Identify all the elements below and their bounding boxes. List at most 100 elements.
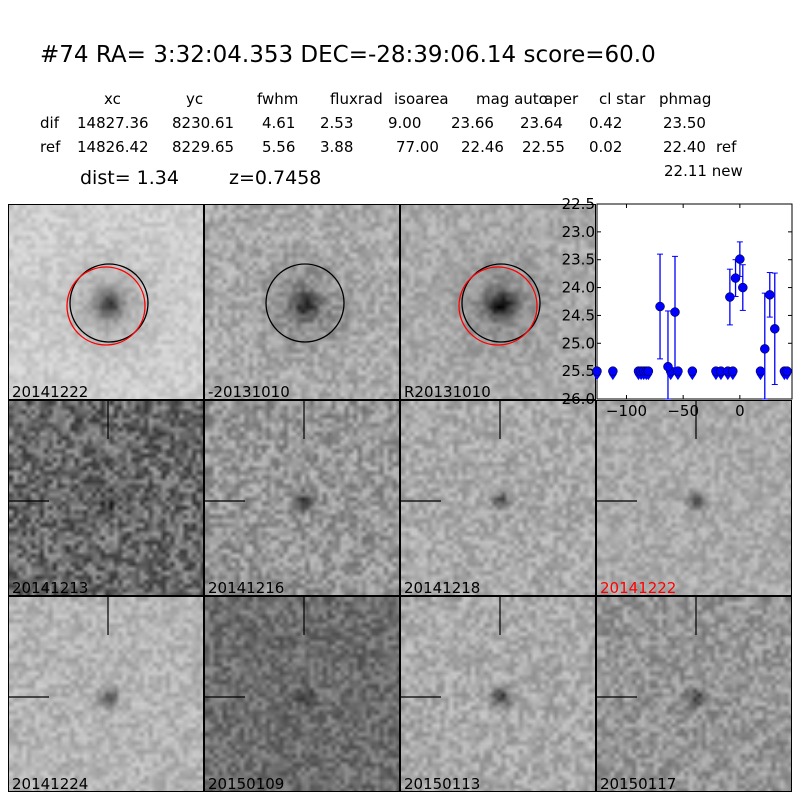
y-tick-label: 23.0 — [562, 223, 595, 241]
light-curve-svg: 22.5 23.0 23.5 24.0 24.5 25.0 25.5 26.0 −100 −50 0 — [562, 195, 793, 420]
table-cell: 23.50 — [663, 114, 706, 132]
table-cell: 14826.42 — [77, 138, 149, 156]
plot-area — [596, 203, 793, 400]
row-label: ref — [40, 138, 61, 156]
stamp-date-label: 20141218 — [404, 579, 481, 596]
image-stamp: 20150113 — [400, 596, 596, 792]
upper-limit-arrow — [783, 374, 792, 381]
column-header: yc — [186, 90, 204, 108]
stamp-date-label: R20131010 — [404, 383, 491, 400]
table-cell: 23.64 — [520, 114, 563, 132]
detection-point — [770, 324, 780, 334]
red-circle-marker — [66, 266, 146, 346]
stamp-image — [9, 205, 203, 399]
table-cell: 0.02 — [589, 138, 623, 156]
table-cell: 5.56 — [262, 138, 296, 156]
upper-limit-point — [592, 366, 602, 376]
stamp-image — [205, 597, 399, 791]
stamp-date-label: 20141222 — [12, 383, 89, 400]
table-cell: 77.00 — [396, 138, 439, 156]
upper-limit-arrow — [756, 374, 765, 381]
candidate-title: #74 RA= 3:32:04.353 DEC=-28:39:06.14 sco… — [40, 42, 656, 68]
table-cell: 8230.61 — [172, 114, 235, 132]
image-stamp: 20150109 — [204, 596, 400, 792]
stamp-date-label: 20141222 — [600, 579, 677, 596]
black-circle-marker — [461, 263, 541, 343]
y-tick-label: 26.0 — [562, 390, 595, 408]
table-cell: 3.88 — [320, 138, 354, 156]
x-tick-label: −50 — [667, 402, 699, 420]
upper-limit-point — [755, 366, 766, 376]
column-header: fluxrad — [330, 90, 383, 108]
upper-limit-arrow — [666, 374, 675, 381]
black-circle-marker — [265, 263, 345, 343]
stamp-date-label: 20141224 — [12, 775, 89, 792]
upper-limit-arrow — [673, 374, 682, 381]
image-stamp: 20141222 — [596, 400, 792, 596]
table-cell: 22.46 — [461, 138, 504, 156]
image-stamp: 20141224 — [8, 596, 204, 792]
upper-limit-point — [782, 366, 792, 376]
stamp-date-label: 20150117 — [600, 775, 677, 792]
y-tick-label: 25.5 — [562, 362, 595, 380]
image-stamp: 20141218 — [400, 400, 596, 596]
table-cell: 0.42 — [589, 114, 623, 132]
upper-limit-arrow — [593, 374, 601, 381]
stamp-image — [401, 205, 595, 399]
detection-point — [738, 282, 748, 293]
detection-point — [725, 292, 735, 302]
upper-limit-point — [728, 366, 738, 376]
column-header: phmag — [659, 90, 712, 108]
x-tick-label: −100 — [606, 402, 647, 420]
image-stamp: 20150117 — [596, 596, 792, 792]
image-stamp: -20131010 — [204, 204, 400, 400]
upper-limit-arrow — [608, 374, 617, 381]
stamp-date-label: 20141213 — [12, 579, 89, 596]
upper-limit-point — [687, 366, 698, 376]
image-stamp: R20131010 — [400, 204, 596, 400]
red-circle-marker — [458, 266, 538, 346]
detection-point — [730, 273, 741, 283]
column-header: xc — [104, 90, 121, 108]
detection-point — [655, 301, 665, 312]
column-header: mag auto — [476, 90, 548, 108]
stamp-date-label: 20141216 — [208, 579, 285, 596]
upper-limit-point — [673, 366, 683, 376]
y-tick-label: 25.0 — [562, 334, 595, 352]
table-cell: 8229.65 — [172, 138, 235, 156]
column-header: cl star — [599, 90, 646, 108]
image-stamp: 20141213 — [8, 400, 204, 596]
stamp-image — [9, 597, 203, 791]
y-tick-label: 22.5 — [562, 195, 595, 213]
stamp-date-label: 20150113 — [404, 775, 481, 792]
table-cell: 14827.36 — [77, 114, 149, 132]
column-header: fwhm — [257, 90, 299, 108]
table-cell: 23.66 — [451, 114, 494, 132]
upper-limit-point — [608, 366, 618, 376]
table-cell: 2.53 — [320, 114, 354, 132]
detection-point — [760, 344, 770, 354]
table-cell: 22.55 — [522, 138, 565, 156]
table-cell: 4.61 — [262, 114, 296, 132]
upper-limit-point — [643, 366, 654, 376]
stamp-image — [401, 401, 595, 595]
stamp-image — [205, 401, 399, 595]
table-cell: 9.00 — [388, 114, 422, 132]
light-curve-plot: 22.5 23.0 23.5 24.0 24.5 25.0 25.5 26.0 −100 −50 0 — [540, 195, 800, 430]
detection-point — [670, 307, 680, 317]
stamp-image — [597, 401, 791, 595]
redshift-value: z=0.7458 — [229, 167, 322, 189]
new-phmag: 22.11 new — [664, 162, 743, 180]
stamp-image — [9, 401, 203, 595]
row-label: dif — [40, 114, 59, 132]
detection-point — [663, 361, 673, 372]
column-header: aper — [544, 90, 579, 108]
column-header: isoarea — [394, 90, 449, 108]
upper-limit-arrow — [644, 374, 653, 381]
image-stamp: 20141222 — [8, 204, 204, 400]
upper-limit-arrow — [688, 374, 697, 381]
stamp-date-label: 20150109 — [208, 775, 285, 792]
ref-suffix: ref — [716, 138, 737, 156]
y-tick-label: 23.5 — [562, 251, 595, 269]
